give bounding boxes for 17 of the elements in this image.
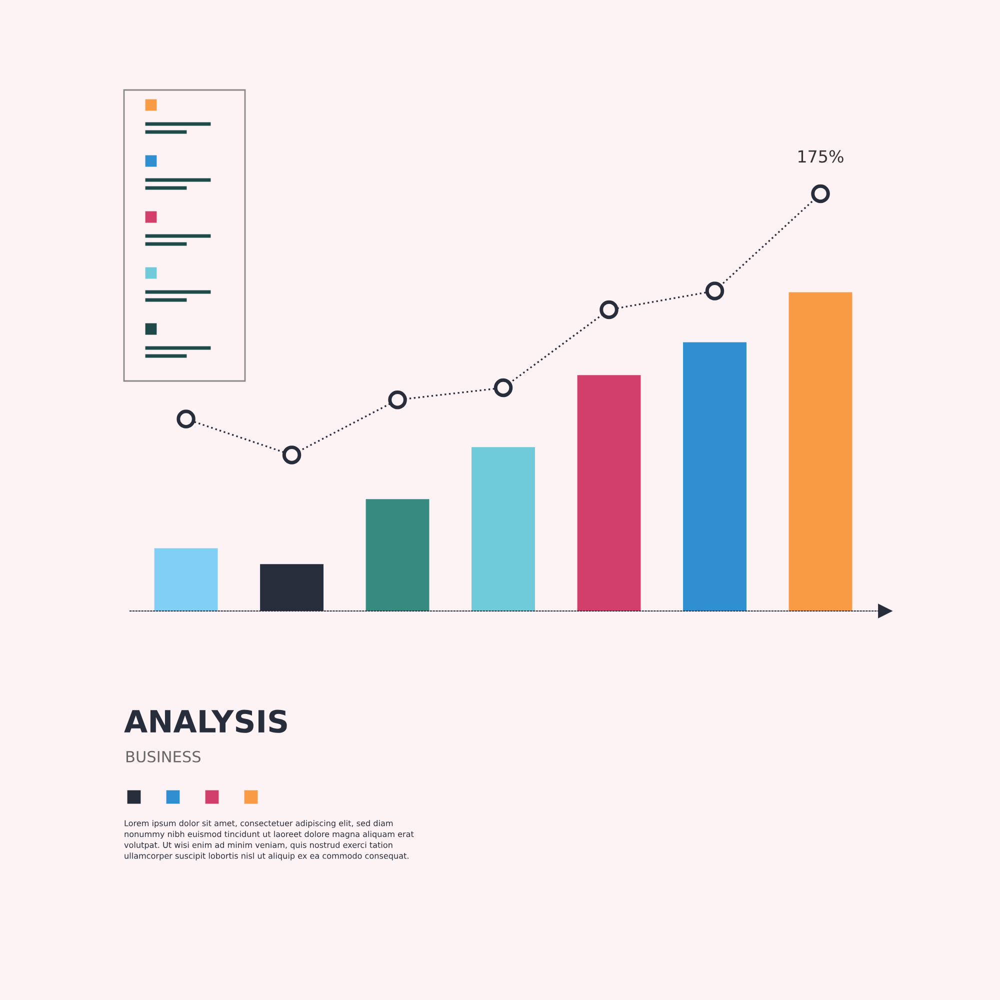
point [494,378,513,398]
text: ANALYSIS [124,710,287,733]
point [811,184,830,204]
bar [472,447,535,611]
text: 175% [798,150,844,163]
point [705,282,724,300]
text: BUSINESS [126,750,200,762]
bar [366,499,430,611]
bar [683,342,746,611]
bar [788,292,852,611]
point [388,390,407,410]
point [600,300,618,320]
text: Lorem ipsum dolor sit amet, consectetuer adipiscing elit, sed diam nonummy nibh euismod tincidunt ut laoreet dolore magna aliquam erat volutpat. Ut wisi enim ad minim veniam, quis nostrud exerci tation ullamcorper suscipit lobortis nisl ut aliquip ex ea commodo consequat. [124,820,414,860]
bar [154,548,218,611]
point [282,446,302,464]
point [176,410,196,428]
bar [577,375,641,611]
